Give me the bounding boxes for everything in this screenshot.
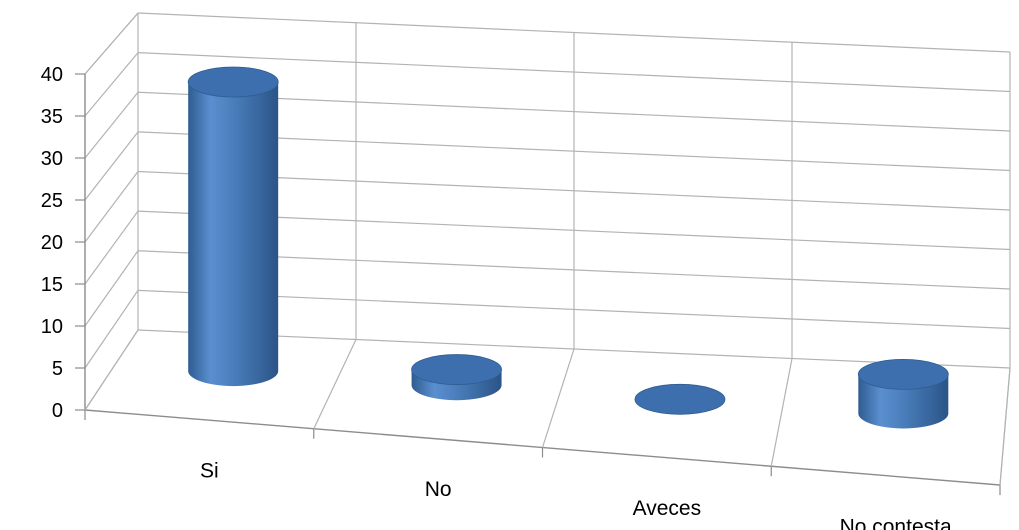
side-wall-top-edge — [84, 12, 139, 75]
bar-no — [411, 354, 502, 401]
bar-body — [858, 374, 949, 429]
grid — [84, 12, 1011, 411]
y-tick-label: 40 — [41, 64, 63, 86]
y-tick-label: 25 — [41, 190, 63, 212]
bar-aveces — [634, 383, 726, 415]
x-tick-label: Si — [200, 459, 219, 482]
gridline-side — [84, 131, 139, 201]
x-tick-label: No — [425, 478, 452, 501]
bar-top — [857, 358, 949, 390]
chart-floor — [84, 329, 1011, 495]
y-tick-label: 5 — [52, 358, 63, 380]
floor-divider — [84, 329, 139, 411]
floor-divider — [999, 367, 1011, 486]
x-tick-label: Aveces — [633, 497, 702, 520]
gridline-side — [84, 210, 139, 285]
bar-no-contesta — [857, 358, 949, 429]
floor-divider — [313, 339, 357, 430]
y-tick-label: 30 — [41, 148, 63, 170]
floor-divider — [541, 348, 575, 448]
y-tick-label: 20 — [41, 232, 63, 254]
gridline-side — [84, 52, 139, 117]
y-axis: 0 5 10 15 20 25 30 35 40 — [41, 64, 86, 422]
x-tick-label: No contesta — [840, 516, 952, 530]
floor-divider — [770, 358, 793, 467]
bar-top — [187, 66, 279, 98]
bars — [187, 66, 949, 429]
gridline-side — [84, 250, 139, 327]
bar-top — [634, 383, 726, 415]
y-tick-label: 15 — [41, 274, 63, 296]
bar-si — [187, 66, 279, 387]
y-tick-label: 10 — [41, 316, 63, 338]
y-tick-label: 0 — [52, 400, 63, 422]
y-tick-label: 35 — [41, 106, 63, 128]
bar-body — [188, 82, 279, 387]
gridline-side — [84, 290, 139, 369]
bar-top — [411, 354, 502, 385]
gridline-side — [84, 171, 139, 243]
gridline-side — [84, 91, 139, 159]
x-axis-labels: Si No Aveces No contesta — [200, 459, 952, 530]
